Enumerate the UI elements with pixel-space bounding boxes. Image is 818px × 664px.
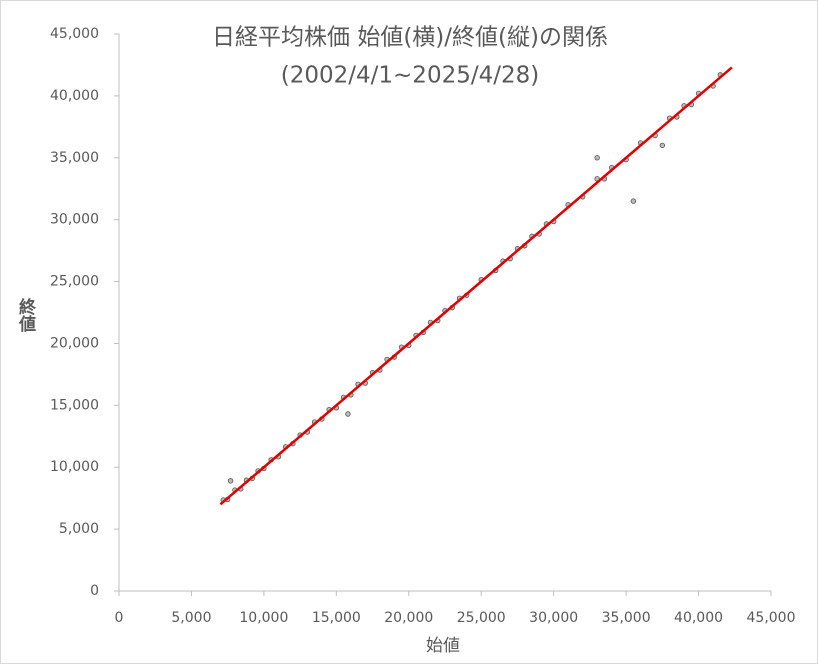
trendline xyxy=(219,66,733,506)
x-tick-label: 0 xyxy=(115,610,124,626)
x-tick-label: 15,000 xyxy=(312,610,361,626)
y-tick-label: 45,000 xyxy=(50,26,99,42)
x-axis-label: 始値 xyxy=(426,636,460,656)
point xyxy=(659,142,666,149)
y-tick-label: 0 xyxy=(90,583,99,599)
point xyxy=(227,478,234,484)
x-tick-label: 5,000 xyxy=(171,610,211,626)
x-tick-label: 20,000 xyxy=(384,610,433,626)
x-tick-label: 45,000 xyxy=(747,610,796,626)
y-tick-label: 40,000 xyxy=(50,88,99,104)
y-tick-label: 25,000 xyxy=(50,274,99,290)
point xyxy=(594,155,600,161)
x-tick-label: 30,000 xyxy=(529,610,578,626)
point xyxy=(630,198,637,204)
y-tick-label: 35,000 xyxy=(50,150,99,166)
x-tick-label: 10,000 xyxy=(239,610,288,626)
chart-title: 日経平均株価 始値(横)/終値(縦)の関係 xyxy=(212,25,608,51)
y-tick-label: 20,000 xyxy=(50,335,99,351)
y-tick-label: 15,000 xyxy=(50,397,99,413)
x-tick-label: 25,000 xyxy=(457,610,506,626)
chart-subtitle: (2002/4/1~2025/4/28) xyxy=(281,63,539,89)
x-tick-label: 40,000 xyxy=(674,610,723,626)
y-axis-label: 終値 xyxy=(15,297,37,333)
point xyxy=(345,411,351,417)
x-tick-label: 35,000 xyxy=(602,610,651,626)
y-tick-label: 5,000 xyxy=(59,521,99,537)
y-tick-label: 30,000 xyxy=(50,212,99,228)
y-tick-label: 10,000 xyxy=(50,459,99,475)
